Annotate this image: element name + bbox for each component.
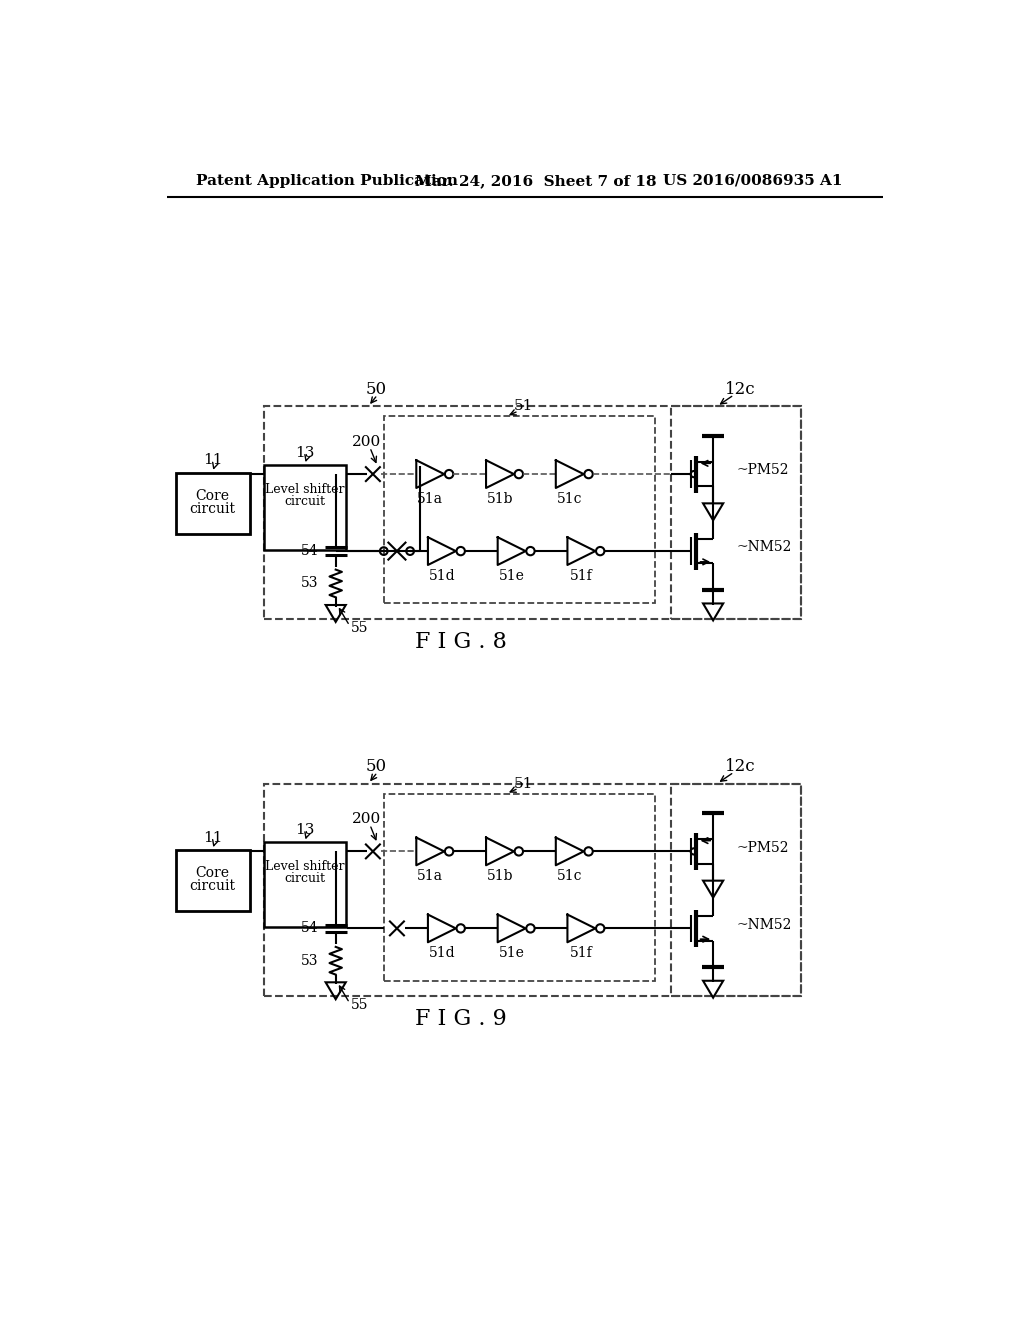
Bar: [264, 465, 346, 549]
Text: 53: 53: [301, 577, 318, 590]
Text: 51d: 51d: [429, 569, 456, 582]
Text: 51c: 51c: [557, 492, 583, 506]
Text: 200: 200: [352, 434, 381, 449]
Text: US 2016/0086935 A1: US 2016/0086935 A1: [663, 174, 843, 187]
Text: Mar. 24, 2016  Sheet 7 of 18: Mar. 24, 2016 Sheet 7 of 18: [415, 174, 656, 187]
Bar: [263, 784, 801, 997]
Text: 11: 11: [203, 453, 222, 467]
Text: 11: 11: [203, 830, 222, 845]
Bar: [176, 473, 250, 535]
Text: 50: 50: [366, 758, 387, 775]
Text: Level shifter: Level shifter: [265, 483, 344, 496]
Text: 51a: 51a: [417, 869, 443, 883]
Text: 54: 54: [301, 544, 318, 558]
Bar: [384, 416, 655, 603]
Text: 51e: 51e: [499, 946, 524, 960]
Text: F I G . 8: F I G . 8: [416, 631, 507, 653]
Text: 51b: 51b: [486, 492, 513, 506]
Text: 51c: 51c: [557, 869, 583, 883]
Text: circuit: circuit: [189, 502, 236, 516]
Text: 50: 50: [366, 381, 387, 397]
Text: 51d: 51d: [429, 946, 456, 960]
Bar: [671, 407, 801, 619]
Text: 51: 51: [514, 400, 532, 413]
Text: Patent Application Publication: Patent Application Publication: [197, 174, 458, 187]
Text: 13: 13: [295, 822, 314, 837]
Text: 51e: 51e: [499, 569, 524, 582]
Text: ~NM52: ~NM52: [736, 917, 792, 932]
Text: 12c: 12c: [725, 381, 756, 397]
Text: Level shifter: Level shifter: [265, 861, 344, 874]
Text: Core: Core: [196, 488, 229, 503]
Text: 51b: 51b: [486, 869, 513, 883]
Text: 53: 53: [301, 954, 318, 968]
Text: 51: 51: [514, 776, 532, 791]
Bar: [671, 784, 801, 997]
Bar: [384, 793, 655, 981]
Text: Core: Core: [196, 866, 229, 880]
Text: 13: 13: [295, 446, 314, 459]
Bar: [264, 842, 346, 927]
Text: circuit: circuit: [285, 871, 326, 884]
Text: 51a: 51a: [417, 492, 443, 506]
Text: 54: 54: [301, 921, 318, 936]
Bar: [263, 407, 801, 619]
Text: 51f: 51f: [570, 946, 593, 960]
Text: 55: 55: [351, 622, 369, 635]
Text: 200: 200: [352, 812, 381, 826]
Bar: [176, 850, 250, 911]
Text: 51f: 51f: [570, 569, 593, 582]
Text: ~NM52: ~NM52: [736, 540, 792, 554]
Text: circuit: circuit: [189, 879, 236, 894]
Text: ~PM52: ~PM52: [736, 463, 788, 478]
Text: 55: 55: [351, 998, 369, 1012]
Text: circuit: circuit: [285, 495, 326, 508]
Text: ~PM52: ~PM52: [736, 841, 788, 854]
Text: F I G . 9: F I G . 9: [416, 1008, 507, 1030]
Text: 12c: 12c: [725, 758, 756, 775]
